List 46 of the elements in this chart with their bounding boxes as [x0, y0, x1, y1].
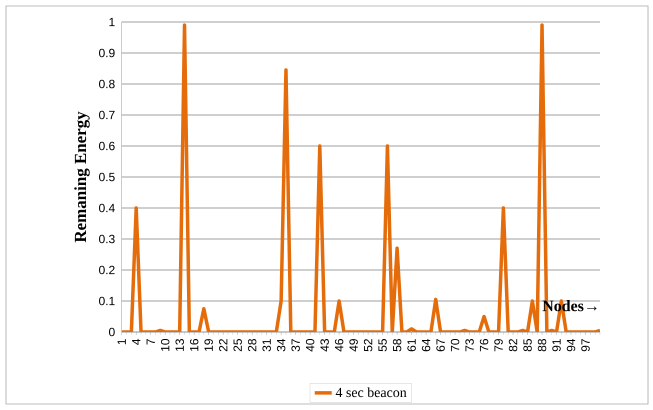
x-tick-label: 34 — [276, 338, 286, 352]
x-tick-label: 61 — [407, 339, 416, 352]
x-tick-label: 19 — [204, 339, 213, 351]
x-tick-label: 13 — [175, 339, 184, 351]
x-tick-label: 25 — [233, 339, 242, 352]
x-tick-label: 55 — [378, 339, 387, 352]
x-tick-label: 28 — [248, 339, 256, 352]
x-tick-label: 67 — [436, 339, 445, 352]
x-tick-label: 94 — [566, 338, 576, 352]
y-tick-label: 0.8 — [99, 80, 115, 88]
y-tick-label: 0.2 — [99, 266, 115, 274]
x-tick-label: 73 — [465, 339, 474, 352]
y-tick-label: 0.9 — [99, 48, 115, 58]
x-tick-label: 91 — [552, 339, 561, 352]
y-axis-title: Remaning Energy — [74, 112, 90, 242]
x-tick-label: 79 — [494, 339, 503, 352]
x-tick-label: 58 — [392, 339, 402, 352]
x-tick-label: 4 — [132, 338, 140, 345]
y-tick-label: 0.6 — [99, 142, 115, 150]
x-tick-label: 31 — [262, 339, 271, 352]
x-tick-label: 46 — [334, 339, 344, 352]
x-tick-label: 85 — [523, 339, 532, 352]
y-tick-label: 0.4 — [99, 204, 115, 212]
x-tick-label: 88 — [538, 339, 546, 352]
x-tick-label: 64 — [422, 338, 430, 352]
x-tick-label: 10 — [160, 338, 170, 351]
x-tick-label: 37 — [291, 339, 300, 352]
x-tick-label: 97 — [581, 339, 590, 352]
y-tick-label: 0 — [109, 328, 115, 336]
y-tick-label: 1 — [109, 18, 115, 26]
x-tick-label: 70 — [450, 338, 460, 352]
x-tick-label: 49 — [349, 339, 358, 352]
y-tick-label: 0.7 — [99, 110, 115, 120]
legend-label: 4 sec beacon — [336, 387, 407, 398]
x-tick-label: 40 — [306, 338, 314, 352]
x-tick-label: 22 — [218, 339, 228, 352]
x-tick-label: 76 — [480, 339, 488, 352]
y-tick-label: 0.3 — [99, 234, 115, 244]
x-tick-label: 16 — [190, 339, 198, 351]
x-tick-label: 82 — [508, 339, 518, 352]
x-tick-label: 7 — [146, 339, 155, 345]
x-tick-label: 52 — [364, 339, 372, 352]
x-tick-label: 1 — [118, 339, 126, 344]
x-tick-label: 43 — [320, 339, 329, 352]
y-tick-label: 0.1 — [99, 296, 115, 306]
y-tick-label: 0.5 — [99, 172, 115, 182]
